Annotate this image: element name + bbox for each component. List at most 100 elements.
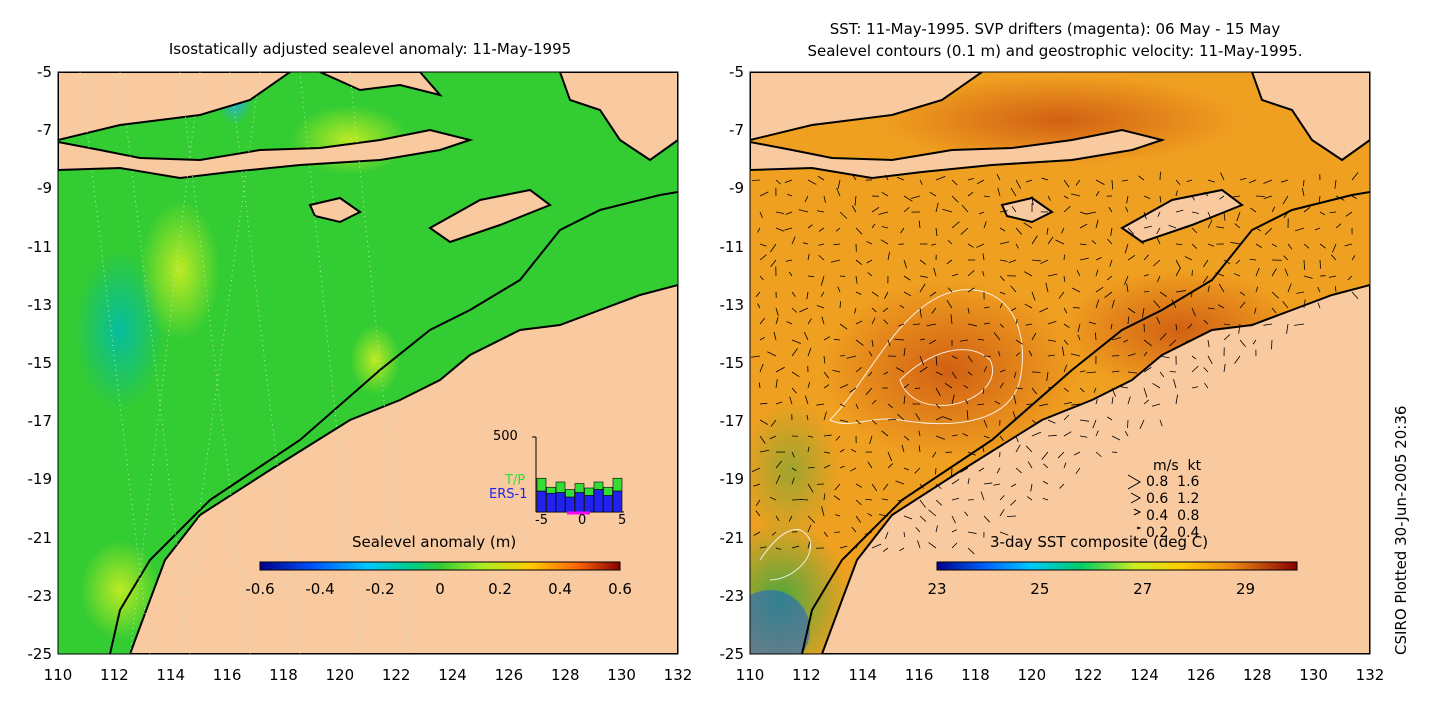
sla-colorbar: [259, 561, 621, 571]
velocity-arrow: [919, 307, 922, 318]
y-tick-label: -9: [37, 179, 52, 198]
velocity-arrow: [1079, 387, 1085, 393]
velocity-arrow: [1203, 259, 1209, 267]
velocity-arrow: [935, 387, 941, 397]
velocity-arrow: [903, 259, 907, 269]
velocity-arrow: [1015, 444, 1021, 453]
velocity-arrow: [951, 467, 953, 478]
velocity-arrow: [1175, 323, 1178, 331]
velocity-arrow: [1088, 321, 1097, 325]
velocity-arrow: [1223, 259, 1231, 265]
velocity-arrow: [883, 319, 889, 325]
velocity-arrow: [963, 384, 969, 389]
x-tick-label: 132: [1355, 666, 1385, 684]
velocity-arrow: [833, 338, 841, 341]
land-lesser-sunda: [58, 128, 474, 180]
velocity-arrow: [1184, 256, 1193, 261]
inset-bar-ers: [584, 495, 594, 513]
velocity-arrow: [1156, 275, 1161, 283]
velocity-arrow: [807, 318, 812, 325]
velocity-arrow: [759, 435, 766, 444]
velocity-arrow: [798, 209, 809, 213]
velocity-arrow: [1063, 401, 1073, 405]
velocity-arrow: [1095, 398, 1098, 405]
velocity-arrow: [855, 259, 863, 265]
velocity-arrow: [1263, 195, 1273, 199]
velocity-arrow: [1335, 195, 1345, 201]
sla-colorbar-label: Sealevel anomaly (m): [352, 533, 517, 551]
velocity-arrow: [931, 307, 937, 314]
x-tick-label: 128: [1242, 666, 1272, 684]
velocity-arrow: [1271, 243, 1278, 248]
velocity-arrow: [1252, 339, 1257, 345]
velocity-arrow: [983, 221, 987, 229]
velocity-arrow: [1010, 187, 1017, 197]
velocity-arrow: [850, 448, 857, 453]
velocity-arrow: [1303, 259, 1305, 270]
velocity-arrow: [791, 236, 796, 245]
velocity-arrow: [1095, 299, 1100, 309]
velocity-arrow: [855, 291, 862, 295]
velocity-arrow: [1077, 334, 1081, 341]
velocity-arrow: [1047, 354, 1055, 357]
velocity-arrow: [823, 464, 831, 469]
velocity-arrow: [1207, 211, 1212, 220]
velocity-arrow: [854, 307, 857, 314]
velocity-arrow: [1108, 206, 1113, 213]
velocity-arrow: [1286, 323, 1289, 334]
x-tick-label: 112: [792, 666, 821, 684]
velocity-arrow: [982, 387, 985, 394]
velocity-arrow: [919, 499, 926, 508]
velocity-arrow: [881, 226, 889, 229]
y-tick-label: -9: [729, 179, 744, 198]
velocity-arrow: [759, 546, 767, 549]
velocity-arrow: [1207, 285, 1210, 293]
velocity-arrow: [785, 259, 793, 262]
velocity-arrow: [807, 224, 813, 229]
inset-bar-tp: [612, 477, 623, 492]
velocity-arrow: [839, 403, 846, 407]
velocity-arrow: [1031, 419, 1038, 425]
velocity-arrow: [1215, 272, 1225, 277]
velocity-arrow: [1104, 291, 1113, 298]
velocity-arrow: [967, 531, 977, 534]
velocity-arrow: [1168, 224, 1177, 229]
velocity-arrow: [1351, 255, 1356, 261]
velocity-arrow: [788, 515, 793, 522]
y-tick-label: -19: [719, 470, 745, 489]
colorbar-tick-label: 25: [1030, 580, 1050, 598]
velocity-arrow: [964, 511, 969, 517]
velocity-arrow: [1047, 273, 1058, 277]
velocity-arrow: [994, 400, 1001, 405]
velocity-arrow: [928, 509, 937, 517]
velocity-arrow: [1070, 353, 1081, 357]
sst-colorbar: [936, 561, 1298, 571]
velocity-arrow: [897, 413, 905, 421]
velocity-arrow: [1075, 179, 1081, 186]
velocity-arrow: [1159, 419, 1163, 427]
velocity-arrow: [855, 515, 861, 523]
sst-cold-corner: [750, 590, 810, 654]
velocity-arrow: [983, 306, 990, 309]
velocity-arrow: [1239, 339, 1246, 347]
velocity-arrow: [1013, 394, 1017, 405]
velocity-arrow: [899, 304, 905, 309]
velocity-arrow: [1012, 411, 1017, 421]
inset-bar-tp: [536, 477, 547, 492]
inset-x-tick-neg5: -5: [535, 513, 548, 528]
velocity-legend-row-3: 0.4 0.8: [1146, 508, 1200, 524]
velocity-arrow: [1344, 243, 1353, 247]
velocity-arrow: [807, 483, 814, 493]
velocity-arrow: [910, 195, 921, 199]
y-tick-label: -19: [27, 470, 53, 489]
land-lesser-sunda-r: [750, 128, 1166, 180]
velocity-arrow: [966, 410, 969, 421]
velocity-arrow: [871, 543, 882, 549]
velocity-arrow: [978, 211, 985, 215]
velocity-arrow: [1106, 275, 1113, 281]
velocity-arrow: [919, 259, 927, 265]
velocity-arrow: [915, 413, 921, 421]
velocity-arrow: [1031, 387, 1037, 395]
velocity-arrow: [1317, 302, 1321, 309]
inset-bar-tp: [574, 483, 585, 493]
